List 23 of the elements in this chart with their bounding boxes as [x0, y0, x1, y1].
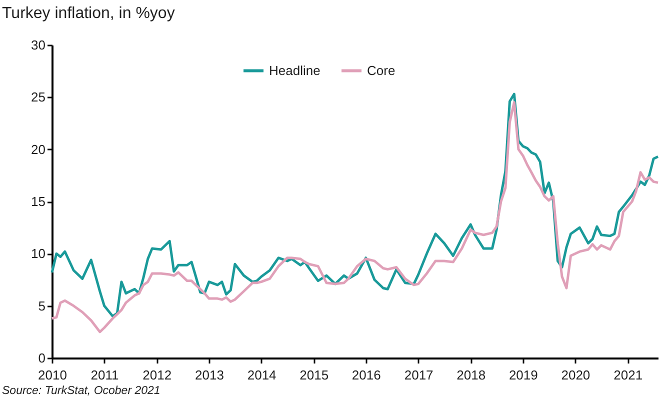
legend-label: Core	[367, 62, 396, 78]
x-tick-label: 2011	[90, 368, 119, 382]
y-tick-label: 10	[31, 246, 46, 262]
x-tick-label: 2015	[300, 368, 329, 382]
x-tick-label: 2017	[404, 368, 434, 382]
x-tick-label: 2014	[247, 368, 276, 382]
x-tick-label: 2016	[352, 368, 381, 382]
y-tick-label: 5	[38, 298, 46, 314]
x-tick-label: 2019	[508, 368, 538, 382]
y-tick-label: 0	[38, 350, 46, 366]
legend-label: Headline	[269, 62, 320, 78]
y-tick-label: 20	[31, 142, 46, 157]
y-tick-label: 25	[31, 90, 46, 105]
x-tick-label: 2021	[614, 368, 643, 382]
x-tick-label: 2010	[38, 368, 67, 382]
x-tick-label: 2013	[195, 368, 224, 382]
y-tick-label: 30	[31, 38, 46, 52]
x-tick-label: 2012	[142, 368, 172, 382]
x-tick-label: 2020	[561, 368, 590, 382]
x-tick-label: 2018	[456, 368, 486, 382]
source-note: Source: TurkStat, Ocober 2021	[2, 385, 160, 397]
chart-title: Turkey inflation, in %yoy	[2, 5, 175, 22]
y-tick-label: 15	[31, 194, 46, 209]
